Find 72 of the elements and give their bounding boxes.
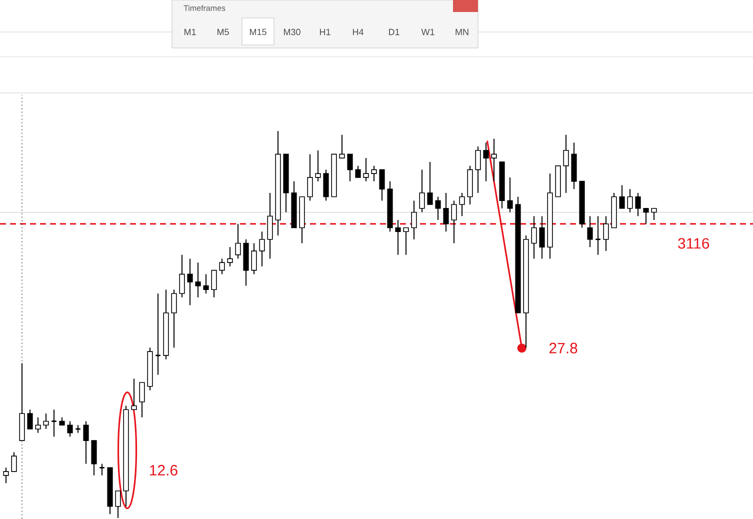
candlestick xyxy=(619,184,625,209)
text: Timeframes xyxy=(184,5,226,11)
annotation: 12.6 xyxy=(150,464,178,476)
candlestick xyxy=(187,258,193,306)
candlestick xyxy=(347,154,353,182)
candlestick xyxy=(227,246,233,267)
candlestick xyxy=(35,416,41,434)
candlestick xyxy=(363,158,369,182)
candlestick xyxy=(323,169,329,202)
candlestick xyxy=(98,463,106,476)
candlestick xyxy=(195,262,201,298)
candlestick xyxy=(355,165,361,178)
candlestick xyxy=(491,138,497,182)
candlestick xyxy=(643,208,649,224)
candlestick xyxy=(403,227,409,256)
text: D1 xyxy=(388,28,400,36)
candlestick xyxy=(67,420,73,438)
candlestick xyxy=(395,220,401,256)
candlestick xyxy=(459,192,465,217)
candlestick xyxy=(475,146,481,194)
text: M5 xyxy=(217,28,229,36)
candlestick xyxy=(587,216,593,248)
candlestick xyxy=(11,452,17,472)
candlestick xyxy=(419,169,425,213)
candlestick xyxy=(379,169,385,202)
text: M30 xyxy=(284,28,300,36)
candlestick xyxy=(267,192,273,260)
candlestick xyxy=(27,409,33,430)
candlestick xyxy=(179,254,185,298)
candlestick xyxy=(115,490,121,518)
candlestick xyxy=(483,142,489,182)
text: M1 xyxy=(184,28,196,36)
candlestick xyxy=(203,274,209,294)
candlestick xyxy=(171,289,177,348)
candlestick xyxy=(154,293,162,376)
text: H1 xyxy=(320,28,330,36)
candlestick xyxy=(91,440,97,476)
candlestick xyxy=(3,467,9,484)
candlestick xyxy=(307,154,313,202)
candlestick xyxy=(411,200,417,240)
text: 3116 xyxy=(678,238,710,249)
candlestick xyxy=(339,134,345,159)
candlestick xyxy=(443,192,449,232)
candlestick xyxy=(435,196,441,220)
candlestick xyxy=(219,258,225,275)
text: M15 xyxy=(250,28,266,36)
text: H4 xyxy=(352,28,364,36)
candlestick xyxy=(235,223,241,260)
candlestick xyxy=(539,216,545,260)
candlestick xyxy=(594,216,602,256)
candlestick xyxy=(635,192,641,217)
candlestick xyxy=(531,216,537,260)
candlestick xyxy=(211,270,217,298)
text: MN xyxy=(456,28,468,36)
candlestick xyxy=(251,242,257,275)
candlestick xyxy=(603,216,609,252)
candlestick xyxy=(43,413,49,430)
candlestick xyxy=(451,200,457,244)
candlestick xyxy=(371,165,377,182)
candlestick xyxy=(259,231,265,267)
candlestick xyxy=(139,382,145,418)
text: W1 xyxy=(421,28,434,36)
candlestick xyxy=(651,208,657,220)
candlestick xyxy=(563,134,569,194)
annotation: 27.8 xyxy=(549,342,578,354)
candlestick xyxy=(83,420,89,464)
candlestick xyxy=(507,176,513,213)
candlestick xyxy=(315,150,321,182)
candlestick xyxy=(50,409,58,438)
candlestick xyxy=(627,188,633,213)
candlestick xyxy=(427,161,433,206)
candlestick xyxy=(131,378,137,410)
